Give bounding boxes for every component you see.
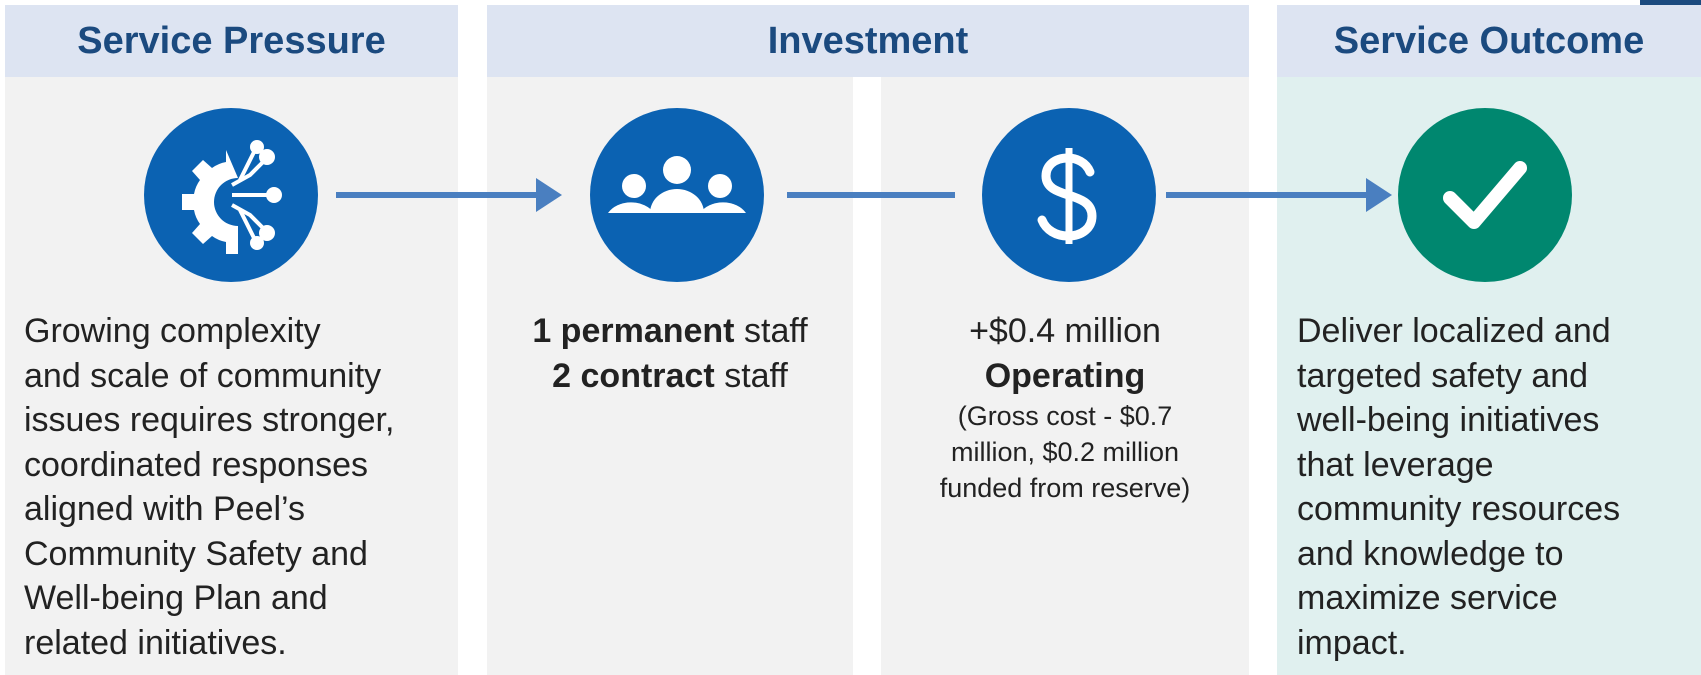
staff-count: 2 contract <box>552 356 715 395</box>
column-header: Service Pressure <box>5 5 458 77</box>
text-line: that leverage <box>1297 445 1494 484</box>
staff-line: 2 contract staff <box>487 354 853 399</box>
amount-type: Operating <box>984 356 1146 395</box>
staffing-text: 1 permanent staff 2 contract staff <box>487 309 853 398</box>
dollar-icon <box>982 108 1156 282</box>
column-header: Service Outcome <box>1277 5 1701 77</box>
text-line: community resources <box>1297 490 1621 528</box>
text-line: targeted safety and <box>1297 356 1589 395</box>
text-line: Growing complexity <box>24 312 321 350</box>
outcome-text: Deliver localized and targeted safety an… <box>1297 309 1620 665</box>
note-line: funded from reserve) <box>939 473 1191 503</box>
text-line: aligned with Peel’s <box>24 490 305 528</box>
arrow <box>336 178 1392 212</box>
column-header: Investment <box>487 5 1249 77</box>
note: (Gross cost - $0.7 million, $0.2 million… <box>881 398 1249 506</box>
staff-count: 1 permanent <box>532 312 735 350</box>
note-line: (Gross cost - $0.7 <box>957 401 1173 431</box>
staff-line: 1 permanent staff <box>487 309 853 354</box>
text-line: well-being initiatives <box>1297 401 1600 439</box>
gear-icon <box>144 108 318 282</box>
staff-unit: staff <box>744 312 808 350</box>
operating-text: +$0.4 million Operating (Gross cost - $0… <box>881 309 1249 506</box>
amount: +$0.4 million <box>969 312 1161 350</box>
staff-unit: staff <box>724 356 788 395</box>
check-icon <box>1398 108 1572 282</box>
text-line: Deliver localized and <box>1297 312 1611 350</box>
text-line: maximize service <box>1297 579 1558 617</box>
text-line: coordinated responses <box>24 445 369 484</box>
pressure-text: Growing complexity and scale of communit… <box>24 309 394 665</box>
corner-bar <box>1640 0 1701 5</box>
text-line: Community Safety and <box>24 534 368 573</box>
note-line: million, $0.2 million <box>950 437 1180 467</box>
text-line: issues requires stronger, <box>24 401 395 439</box>
text-line: impact. <box>1297 623 1407 662</box>
text-line: and knowledge to <box>1297 534 1564 573</box>
text-line: related initiatives. <box>24 623 287 662</box>
text-line: and scale of community <box>24 356 382 395</box>
text-line: Well-being Plan and <box>24 579 328 617</box>
people-icon <box>590 108 764 282</box>
